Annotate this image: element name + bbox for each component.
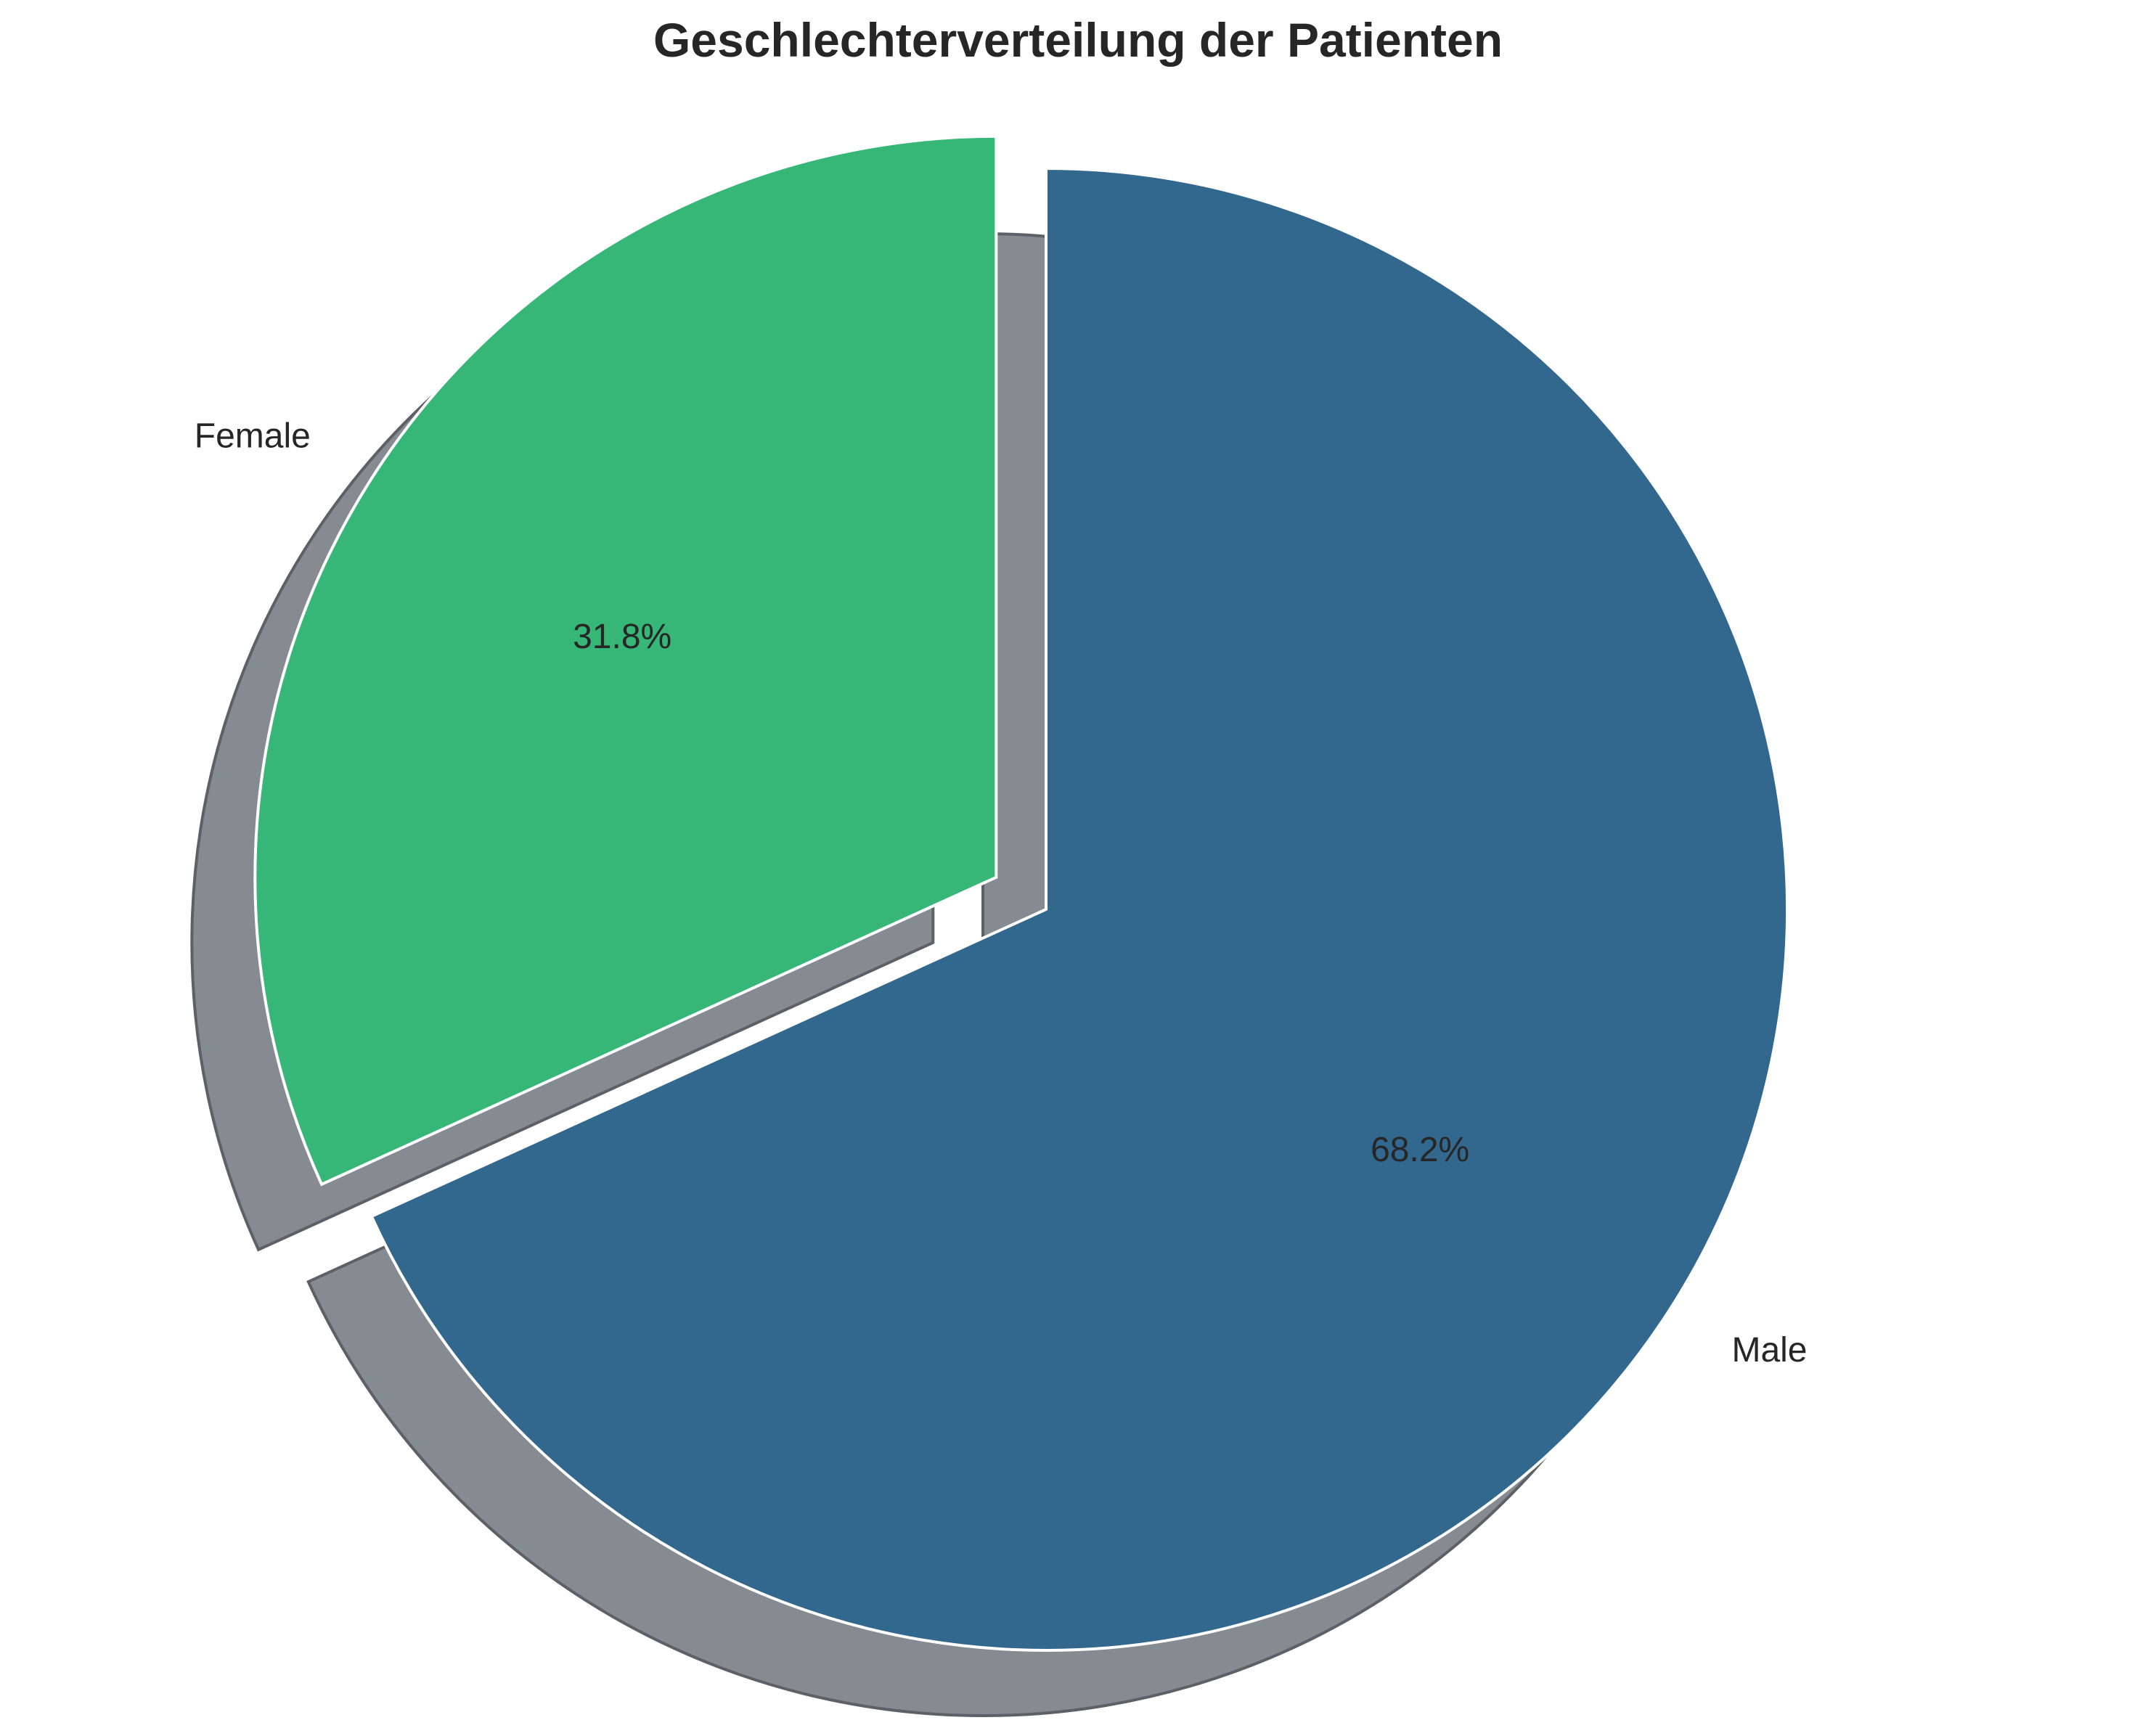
- slice-label-female: Female: [195, 417, 311, 456]
- pie-slices: [253, 134, 1789, 1652]
- chart-title: Geschlechterverteilung der Patienten: [653, 13, 1503, 67]
- slice-percent-female: 31.8%: [573, 618, 671, 656]
- pie-labels: Male 68.2% Female 31.8%: [195, 417, 1808, 1370]
- slice-label-male: Male: [1731, 1331, 1807, 1369]
- slice-percent-male: 68.2%: [1371, 1131, 1469, 1169]
- pie-slice-female: [253, 134, 998, 1187]
- pie-slice-male: [369, 166, 1789, 1652]
